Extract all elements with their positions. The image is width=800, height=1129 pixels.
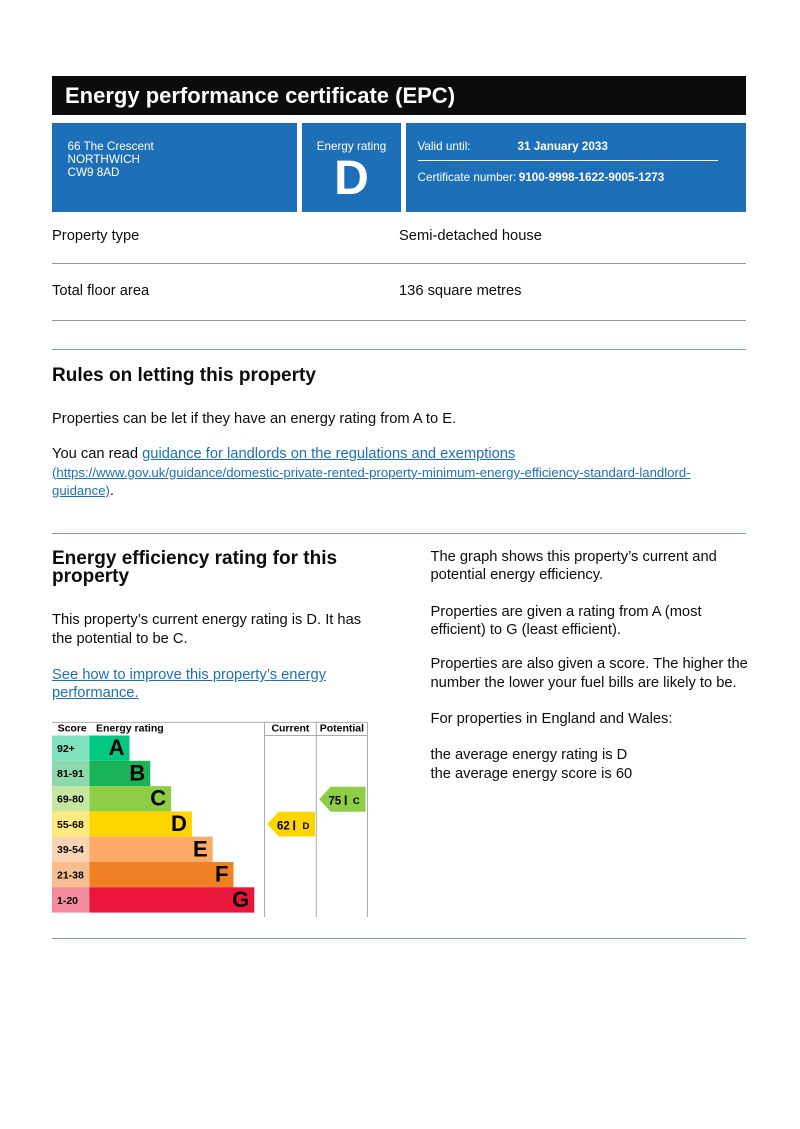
svg-text:C: C <box>150 786 166 811</box>
svg-text:69-80: 69-80 <box>57 794 84 806</box>
svg-text:G: G <box>232 887 249 912</box>
svg-text:B: B <box>129 760 145 785</box>
svg-text:21-38: 21-38 <box>57 869 84 881</box>
svg-text:D: D <box>171 811 187 836</box>
svg-text:D: D <box>303 821 310 832</box>
svg-text:F: F <box>215 862 228 887</box>
svg-text:Current: Current <box>271 723 309 735</box>
svg-text:A: A <box>109 735 125 760</box>
svg-text:Score: Score <box>58 723 87 735</box>
svg-text:C: C <box>353 796 360 807</box>
svg-text:Potential: Potential <box>320 723 364 735</box>
svg-text:1-20: 1-20 <box>57 895 78 907</box>
svg-text:92+: 92+ <box>57 743 75 755</box>
svg-text:62: 62 <box>277 820 290 832</box>
svg-text:75: 75 <box>328 795 341 807</box>
svg-text:81-91: 81-91 <box>57 768 84 780</box>
svg-text:55-68: 55-68 <box>57 819 84 831</box>
svg-text:39-54: 39-54 <box>57 844 84 856</box>
svg-text:E: E <box>193 836 208 861</box>
svg-text:Energy rating: Energy rating <box>96 723 164 735</box>
